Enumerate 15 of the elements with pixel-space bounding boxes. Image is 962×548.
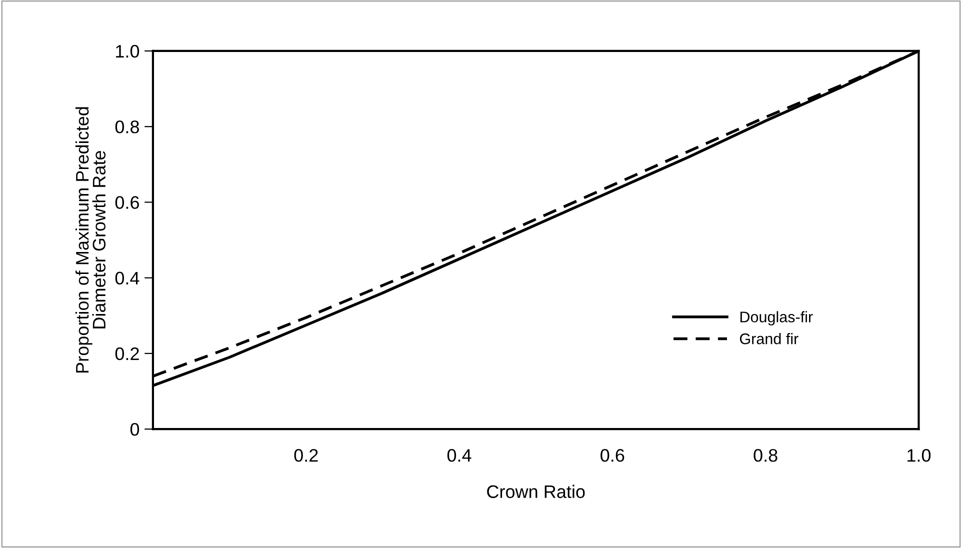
y-tick-label: 0.6 bbox=[115, 196, 139, 209]
x-tick-label: 0.8 bbox=[754, 449, 778, 462]
y-tick-label: 0 bbox=[130, 423, 140, 436]
x-tick-label: 1.0 bbox=[908, 449, 931, 462]
x-tick-label: 0.2 bbox=[294, 449, 318, 462]
x-tick-label: 0.4 bbox=[447, 449, 472, 462]
x-axis-title: Crown Ratio bbox=[487, 484, 585, 498]
y-tick-label: 0.8 bbox=[115, 120, 139, 134]
y-tick-label: 0.4 bbox=[115, 272, 140, 285]
y-axis-title: Proportion of Maximum Predicted Diameter Growth Rate bbox=[75, 107, 106, 372]
legend-label: Douglas-fir bbox=[740, 311, 813, 326]
y-tick-label: 1.0 bbox=[116, 44, 140, 58]
x-tick-label: 0.6 bbox=[600, 449, 624, 462]
legend-label: Grand fir bbox=[740, 333, 798, 344]
y-tick-label: 0.2 bbox=[115, 347, 139, 360]
